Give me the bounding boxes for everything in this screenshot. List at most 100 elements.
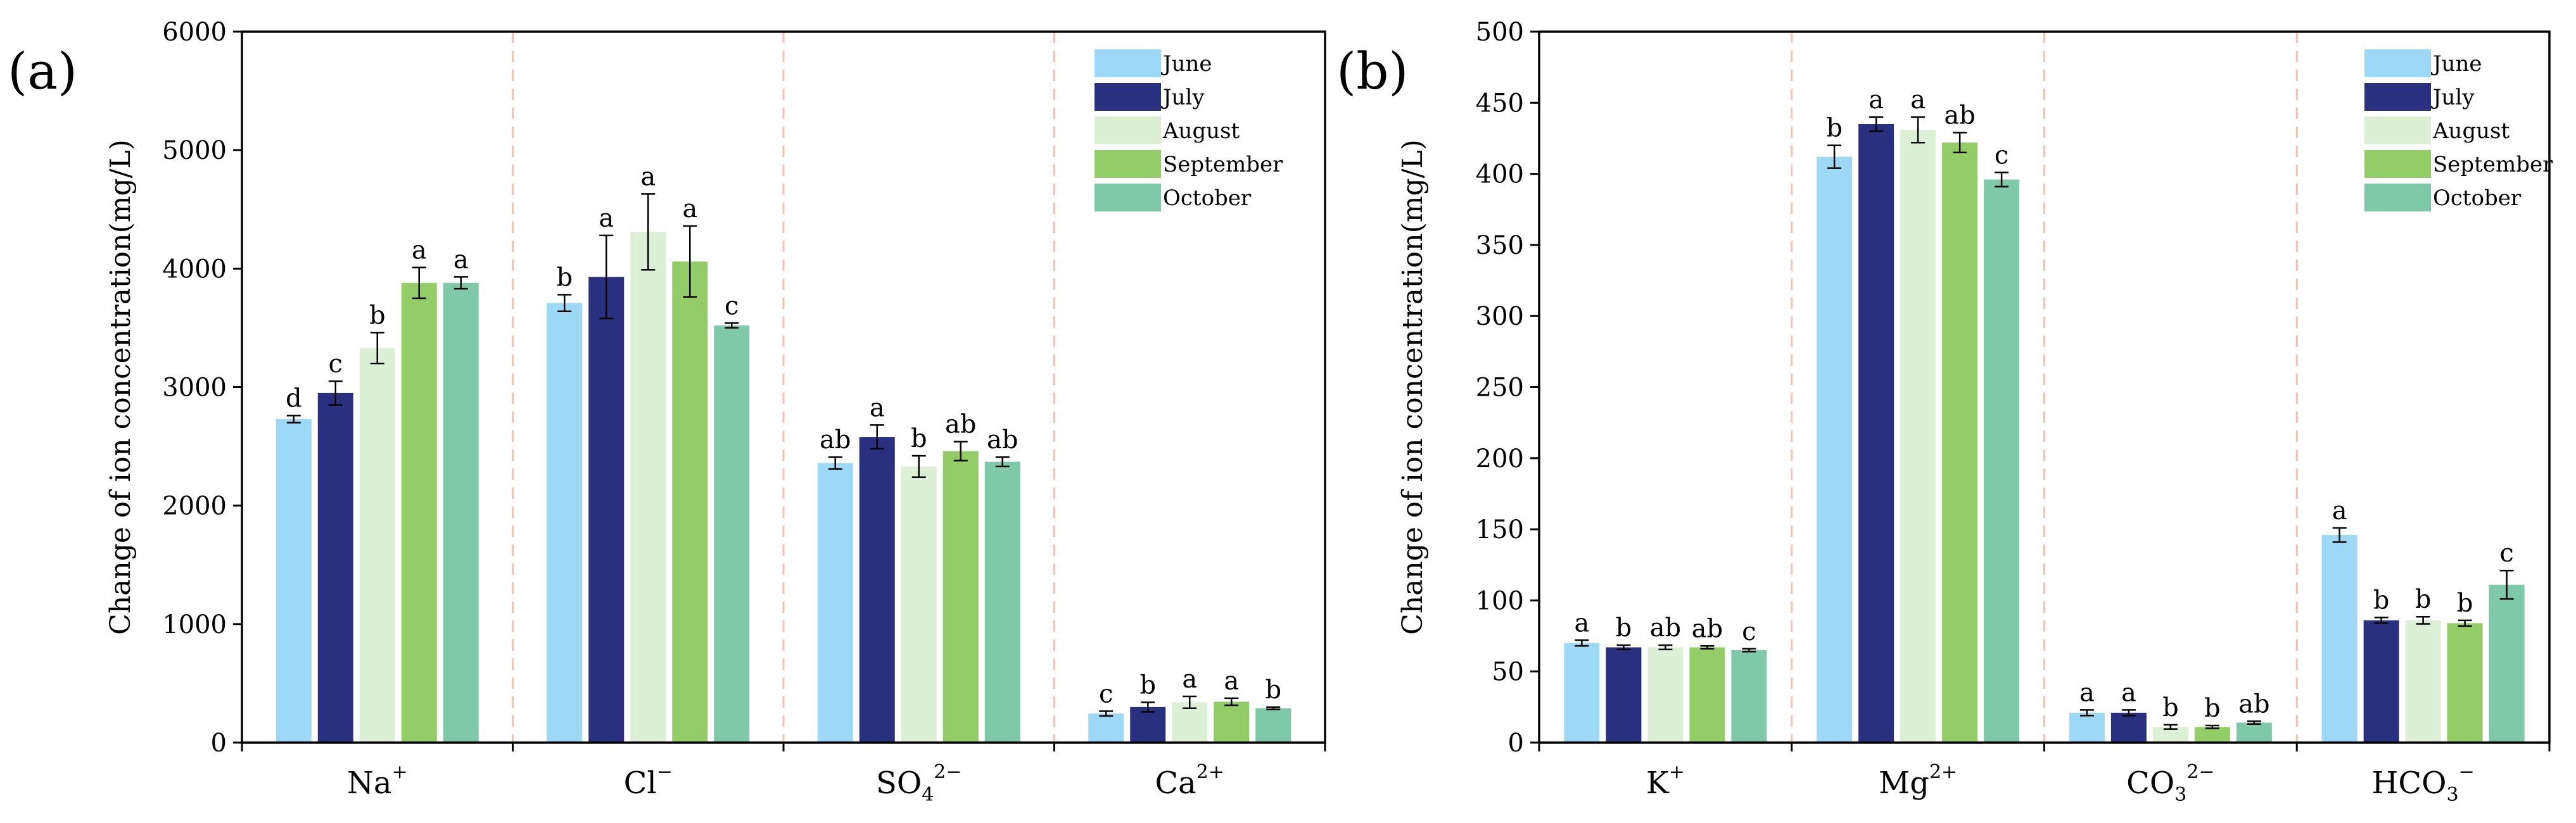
bar: [1088, 713, 1124, 743]
category-base: K: [1646, 765, 1670, 801]
significance-letter: b: [2373, 586, 2390, 615]
significance-letter: a: [640, 162, 656, 191]
significance-letter: ab: [945, 410, 976, 439]
bar: [942, 451, 979, 743]
bar: [2069, 712, 2105, 743]
y-tick-label: 2000: [162, 492, 227, 521]
significance-letter: a: [1182, 665, 1197, 694]
significance-letter: a: [2121, 678, 2136, 707]
y-tick-label: 250: [1476, 374, 1524, 403]
significance-letter: b: [2457, 589, 2473, 618]
y-tick-label: 50: [1492, 658, 1524, 687]
category-superscript: 2−: [934, 761, 961, 783]
significance-letter: ab: [1692, 614, 1723, 643]
y-tick-label: 3000: [162, 374, 227, 403]
y-tick-label: 400: [1476, 160, 1524, 189]
y-axis-title: Change of ion concentration(mg/L): [105, 139, 137, 635]
bar: [443, 282, 479, 743]
bar: [1647, 647, 1684, 743]
y-tick-label: 150: [1476, 515, 1524, 544]
significance-letter: a: [1224, 667, 1239, 696]
bar: [1984, 179, 2020, 743]
y-tick-label: 200: [1476, 444, 1524, 474]
category-superscript: +: [1669, 761, 1685, 783]
bar: [547, 303, 583, 743]
category-base: SO: [876, 765, 922, 801]
category-base: Na: [347, 765, 392, 801]
bar: [2236, 722, 2272, 743]
bar: [401, 282, 437, 743]
panel-label: (b): [1336, 42, 1409, 101]
significance-letter: a: [454, 245, 469, 274]
significance-letter: ab: [820, 425, 851, 455]
significance-letter: d: [286, 384, 302, 413]
significance-letter: a: [412, 236, 427, 265]
legend-swatch: [1094, 184, 1161, 211]
x-category-label: Ca2+: [1155, 761, 1224, 801]
y-axis-title: Change of ion concentration(mg/L): [1397, 139, 1429, 635]
bar: [1817, 156, 1853, 743]
legend-swatch: [2364, 150, 2431, 178]
legend-label: September: [1163, 152, 1283, 177]
chart-panel-a: (a) Change of ion concentration(mg/L) 0 100…: [8, 18, 1326, 806]
legend-swatch: [2364, 116, 2431, 144]
category-superscript: −: [657, 761, 673, 783]
y-tick-label: 6000: [162, 18, 227, 47]
x-category-label: SO42−: [876, 761, 962, 806]
bar: [359, 348, 395, 743]
category-subscript: 3: [2174, 784, 2186, 806]
category-base: Cl: [624, 765, 657, 801]
legend-label: July: [2431, 85, 2475, 110]
y-tick-label: 5000: [162, 136, 227, 165]
legend: June July August September October: [2364, 49, 2553, 211]
significance-letter: c: [725, 291, 739, 320]
significance-letter: a: [1574, 608, 1589, 638]
significance-letter: b: [1616, 613, 1632, 643]
legend-swatch: [1094, 83, 1161, 111]
bar: [1900, 129, 1936, 743]
significance-letter: a: [599, 204, 614, 233]
significance-letter: c: [1099, 679, 1113, 708]
bar: [1214, 701, 1250, 743]
significance-letter: b: [1826, 114, 1843, 143]
significance-letter: b: [369, 301, 386, 330]
legend-swatch: [1094, 49, 1161, 77]
significance-letter: ab: [987, 425, 1018, 455]
x-category-label: K+: [1646, 761, 1685, 801]
y-tick-label: 100: [1476, 586, 1524, 615]
significance-letter: b: [2204, 694, 2221, 723]
legend-label: October: [2433, 185, 2522, 211]
y-tick-label: 0: [211, 729, 227, 758]
bar: [672, 261, 708, 743]
category-subscript: 3: [2446, 784, 2458, 806]
significance-letter: b: [556, 263, 573, 292]
significance-letter: a: [1869, 85, 1884, 115]
category-superscript: 2+: [1929, 761, 1957, 783]
category-base: Ca: [1155, 765, 1196, 801]
x-category-label: CO32−: [2126, 761, 2214, 806]
legend-label: June: [2431, 51, 2482, 77]
significance-letter: b: [911, 424, 927, 453]
bar: [2405, 620, 2441, 743]
x-category-label: Na+: [347, 761, 408, 801]
significance-letter: b: [2415, 585, 2432, 614]
y-tick-label: 1000: [162, 610, 227, 639]
bar: [2363, 620, 2399, 743]
legend-label: June: [1161, 51, 1212, 77]
bar: [1130, 707, 1166, 743]
category-superscript: +: [391, 761, 407, 783]
significance-letter: ab: [1650, 613, 1681, 643]
category-subscript: 4: [922, 784, 934, 806]
legend-swatch: [2364, 83, 2431, 111]
bar: [1858, 123, 1894, 743]
bar: [1564, 643, 1600, 743]
x-category-label: HCO3−: [2372, 761, 2475, 806]
bar: [2489, 584, 2525, 743]
bar: [2447, 623, 2483, 743]
significance-letter: b: [1139, 670, 1156, 700]
bar: [1689, 647, 1725, 743]
legend-swatch: [2364, 184, 2431, 211]
bar: [984, 462, 1020, 743]
significance-letter: b: [1265, 675, 1281, 705]
x-category-label: Cl−: [624, 761, 673, 801]
